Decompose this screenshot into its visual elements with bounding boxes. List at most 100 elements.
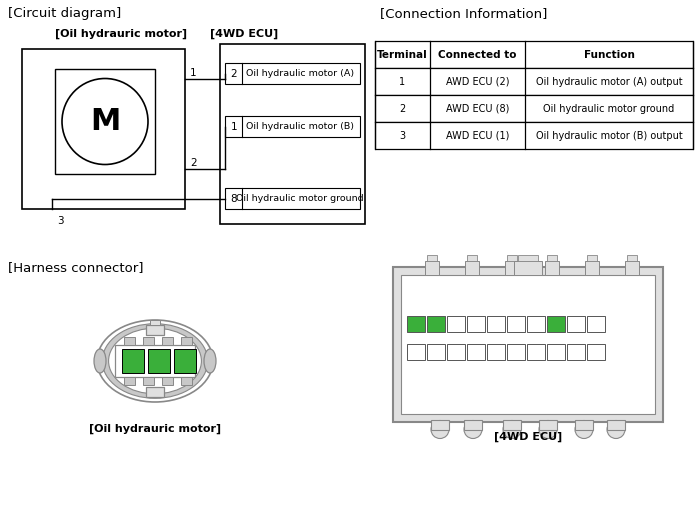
Bar [465, 261, 479, 274]
Bar [467, 316, 485, 332]
Ellipse shape [204, 349, 216, 373]
Text: AWD ECU (8): AWD ECU (8) [446, 103, 509, 114]
Text: 1: 1 [129, 354, 137, 367]
Bar [146, 387, 164, 397]
Bar [124, 377, 135, 385]
Text: AWD ECU (1): AWD ECU (1) [446, 130, 509, 140]
Circle shape [464, 420, 482, 438]
Bar [447, 316, 465, 332]
Text: 15: 15 [491, 348, 500, 356]
Text: 7: 7 [533, 320, 538, 328]
Bar [587, 316, 605, 332]
Bar [487, 316, 505, 332]
Circle shape [503, 420, 521, 438]
Text: 10: 10 [592, 320, 601, 328]
Bar [545, 261, 559, 274]
Bar [425, 261, 439, 274]
Bar [225, 63, 360, 84]
Text: [Oil hydrauric motor]: [Oil hydrauric motor] [89, 424, 221, 434]
Text: Oil hydraulic motor (B) output: Oil hydraulic motor (B) output [536, 130, 682, 140]
Text: [Connection Information]: [Connection Information] [380, 7, 547, 20]
Circle shape [575, 420, 593, 438]
Text: 5: 5 [494, 320, 498, 328]
Bar [547, 344, 565, 360]
Bar [225, 116, 360, 137]
Bar [122, 349, 144, 373]
Bar [143, 377, 154, 385]
Bar [22, 49, 185, 209]
Bar [115, 345, 195, 377]
Text: 13: 13 [452, 348, 461, 356]
Text: 12: 12 [431, 348, 441, 356]
Bar [375, 68, 693, 95]
Bar [575, 419, 593, 430]
Bar [143, 337, 154, 345]
Bar [148, 349, 170, 373]
Text: 2: 2 [190, 158, 197, 168]
Ellipse shape [102, 324, 208, 399]
Text: 3: 3 [400, 130, 405, 140]
Text: 18: 18 [552, 348, 561, 356]
Text: 16: 16 [511, 348, 521, 356]
Bar [567, 344, 585, 360]
Bar [375, 122, 693, 149]
Bar [393, 267, 663, 421]
Bar [124, 337, 135, 345]
Circle shape [62, 78, 148, 164]
Ellipse shape [108, 328, 202, 394]
Text: 2: 2 [433, 320, 438, 328]
Bar [427, 316, 445, 332]
Bar [625, 261, 639, 274]
Bar [585, 261, 599, 274]
Text: Connected to: Connected to [438, 49, 517, 60]
Text: Oil hydraulic motor ground: Oil hydraulic motor ground [236, 194, 364, 203]
Bar [527, 344, 545, 360]
Text: 14: 14 [471, 348, 481, 356]
Bar [514, 261, 542, 274]
Bar [162, 337, 173, 345]
Bar [162, 377, 173, 385]
Text: Oil hydraulic motor ground: Oil hydraulic motor ground [543, 103, 675, 114]
Text: Function: Function [584, 49, 634, 60]
Text: 20: 20 [592, 348, 601, 356]
Text: 3: 3 [57, 216, 64, 226]
Bar [55, 69, 155, 174]
Bar [567, 316, 585, 332]
Text: Oil hydraulic motor (A) output: Oil hydraulic motor (A) output [536, 76, 682, 87]
Bar [587, 254, 597, 261]
Text: 1: 1 [231, 122, 237, 131]
Text: 1: 1 [400, 76, 405, 87]
Bar [587, 344, 605, 360]
Bar [507, 344, 525, 360]
Text: AWD ECU (2): AWD ECU (2) [446, 76, 510, 87]
Text: [Oil hydrauric motor]: [Oil hydrauric motor] [55, 29, 187, 39]
Bar [150, 320, 160, 325]
Text: 11: 11 [412, 348, 421, 356]
Text: 2: 2 [231, 69, 237, 78]
Bar [427, 254, 437, 261]
Bar [431, 419, 449, 430]
Text: 9: 9 [573, 320, 578, 328]
Text: M: M [90, 107, 120, 136]
Text: Oil hydraulic motor (A): Oil hydraulic motor (A) [246, 69, 354, 78]
Bar [503, 419, 521, 430]
Bar [447, 344, 465, 360]
Bar [507, 254, 517, 261]
Text: [4WD ECU]: [4WD ECU] [210, 29, 279, 39]
Text: 1: 1 [190, 68, 197, 78]
Text: 4: 4 [474, 320, 478, 328]
Bar [547, 316, 565, 332]
Text: 19: 19 [571, 348, 581, 356]
Bar [467, 254, 477, 261]
Text: 2: 2 [155, 354, 163, 367]
Text: [Harness connector]: [Harness connector] [8, 261, 143, 274]
Text: 3: 3 [181, 354, 189, 367]
Bar [407, 344, 425, 360]
Bar [547, 254, 557, 261]
Bar [181, 377, 192, 385]
Bar [146, 325, 164, 335]
Text: [4WD ECU]: [4WD ECU] [494, 432, 562, 442]
Ellipse shape [97, 320, 213, 402]
Bar [174, 349, 196, 373]
Text: 6: 6 [514, 320, 519, 328]
